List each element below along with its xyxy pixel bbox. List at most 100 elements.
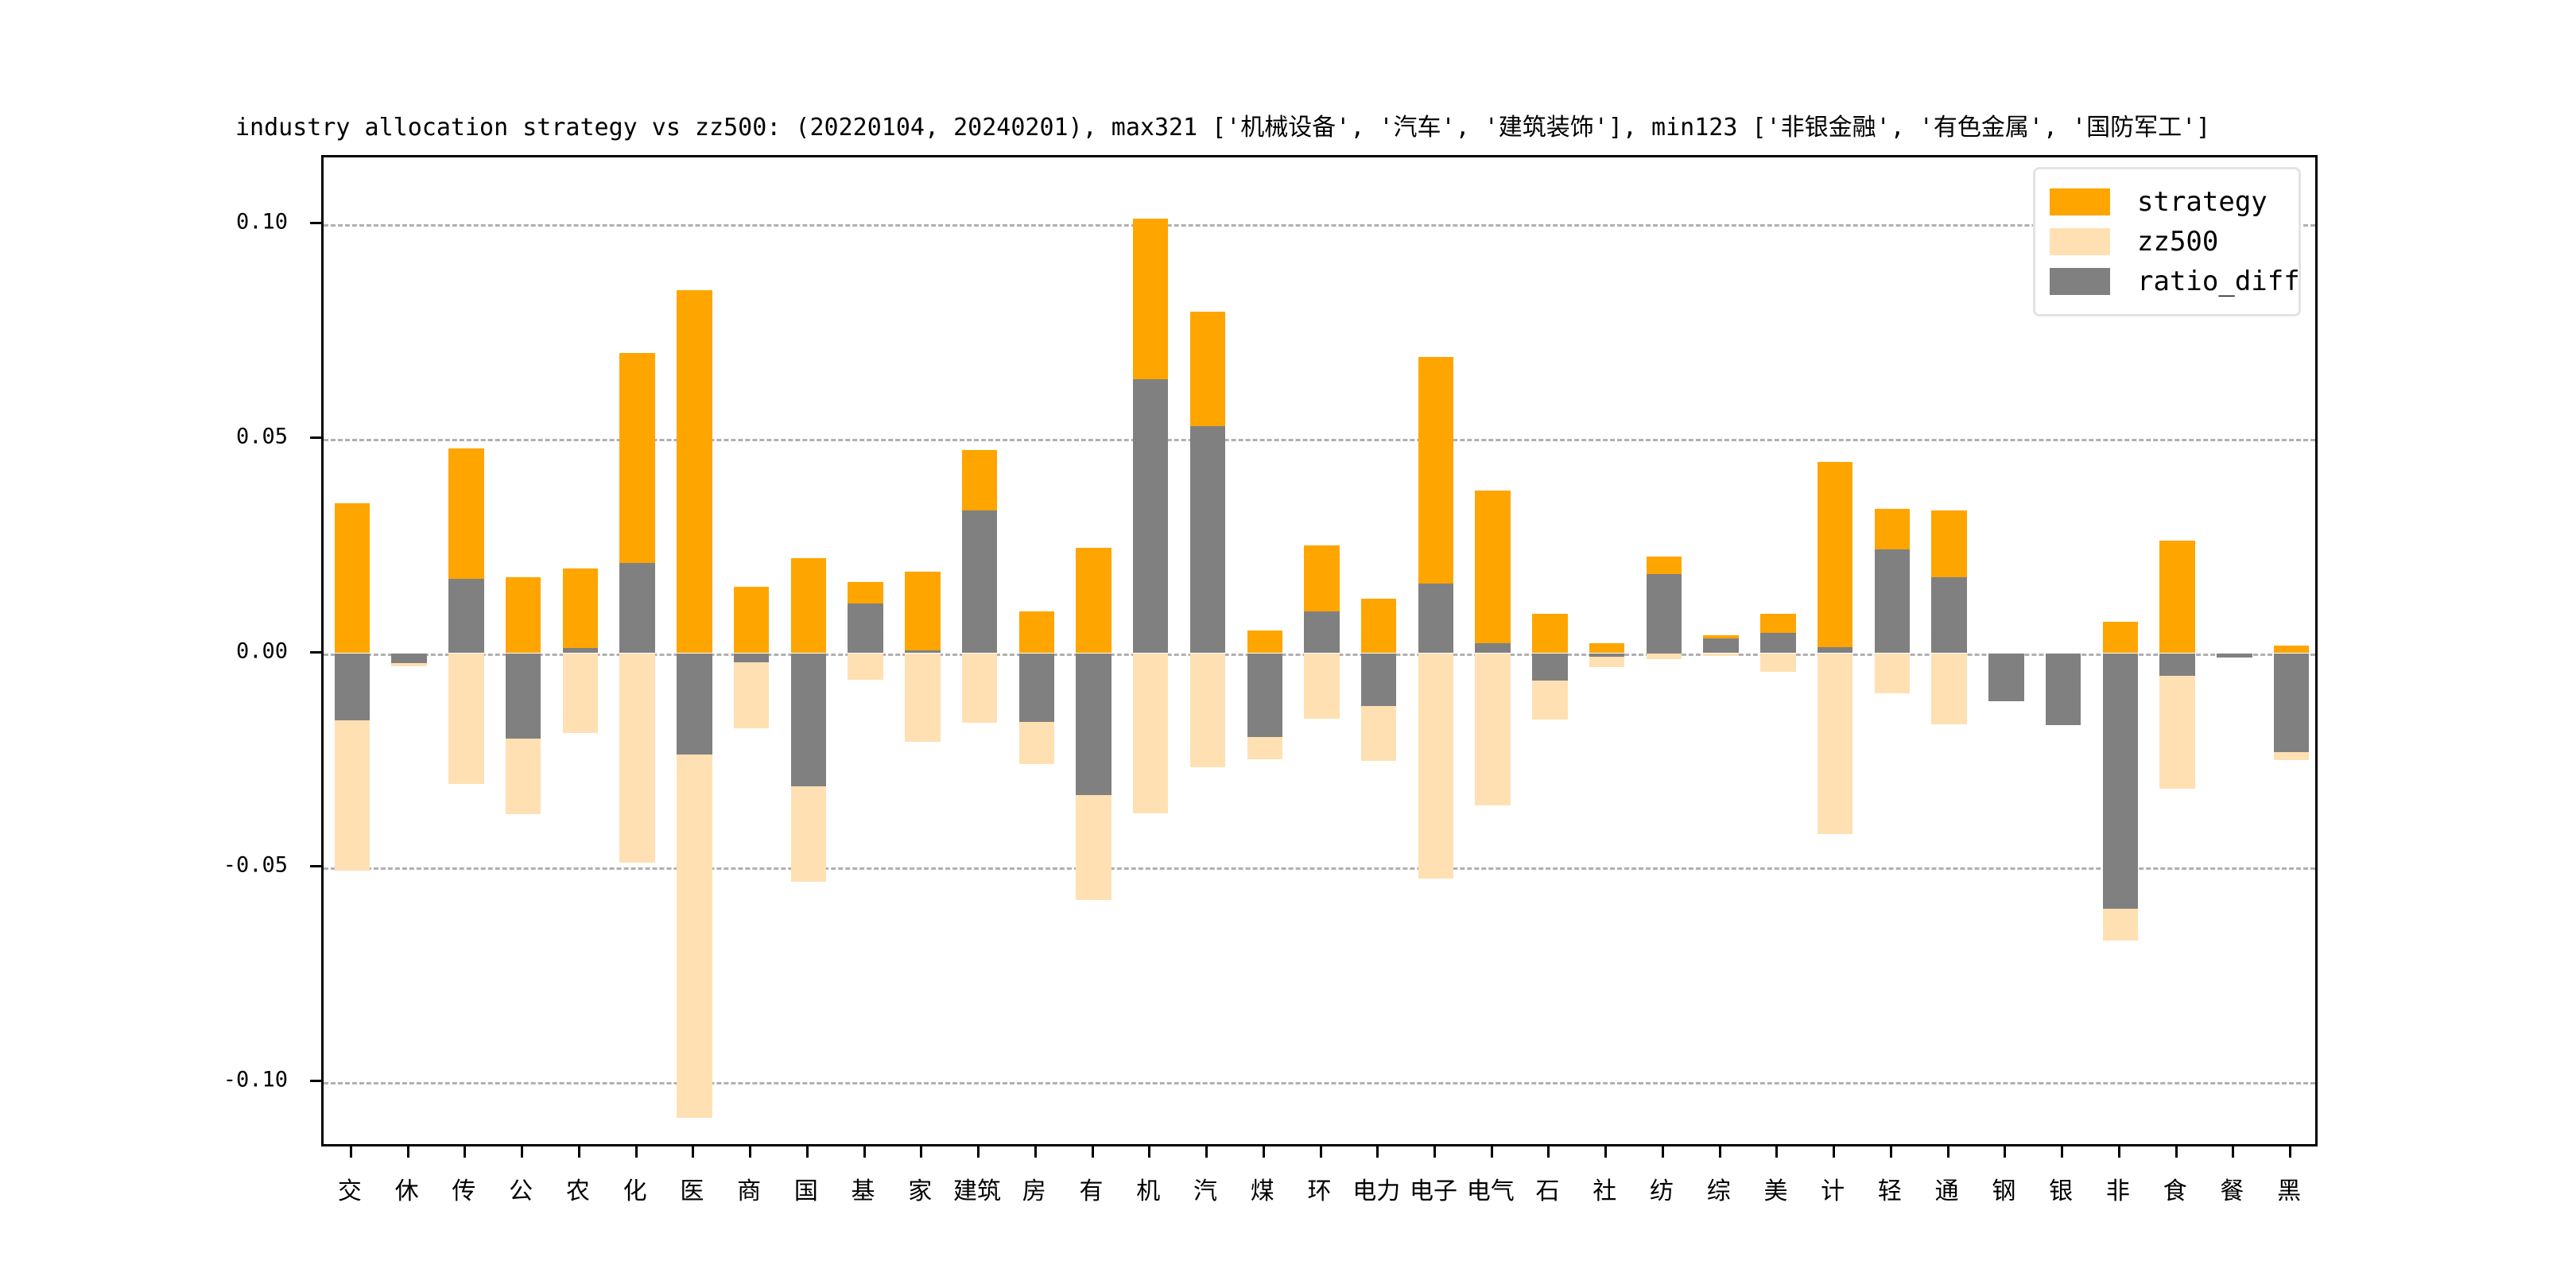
x-tick-mark bbox=[1319, 1146, 1322, 1158]
bar-ratio-diff bbox=[1475, 642, 1511, 654]
x-tick-label: 电气 bbox=[1466, 1177, 1515, 1205]
chart-legend: strategy zz500 ratio_diff bbox=[2033, 167, 2301, 316]
bar-ratio-diff bbox=[2159, 653, 2195, 677]
x-tick-label: 轻 bbox=[1877, 1177, 1902, 1205]
bar-ratio-diff bbox=[1931, 577, 1967, 654]
bar-ratio-diff bbox=[1133, 378, 1169, 654]
x-tick-label: 餐 bbox=[2220, 1177, 2244, 1205]
legend-label: strategy bbox=[2137, 186, 2268, 218]
x-tick-label: 非 bbox=[2105, 1177, 2130, 1205]
bar-ratio-diff bbox=[1361, 653, 1397, 707]
x-tick-label: 休 bbox=[394, 1177, 419, 1205]
legend-swatch bbox=[2050, 268, 2110, 295]
bar-ratio-diff bbox=[2102, 653, 2139, 910]
chart-title: industry allocation strategy vs zz500: (… bbox=[235, 114, 2211, 142]
bar-ratio-diff bbox=[1589, 653, 1625, 658]
legend-swatch bbox=[2050, 188, 2110, 215]
x-tick-label: 家 bbox=[908, 1177, 933, 1205]
x-tick-label: 汽 bbox=[1193, 1177, 1217, 1205]
x-tick-label: 综 bbox=[1706, 1177, 1731, 1205]
y-tick-mark bbox=[310, 221, 321, 224]
x-tick-mark bbox=[1205, 1146, 1208, 1158]
bar-ratio-diff bbox=[848, 603, 883, 654]
x-tick-label: 基 bbox=[851, 1177, 875, 1205]
legend-item[interactable]: zz500 bbox=[2050, 222, 2284, 262]
x-tick-mark bbox=[805, 1146, 809, 1158]
bar-ratio-diff bbox=[2045, 653, 2081, 726]
x-tick-mark bbox=[1889, 1146, 1892, 1158]
y-tick-label: -0.05 bbox=[223, 852, 288, 878]
bar-zz500 bbox=[1304, 653, 1340, 720]
x-tick-mark bbox=[2061, 1146, 2064, 1158]
x-tick-label: 纺 bbox=[1649, 1177, 1674, 1205]
legend-item[interactable]: strategy bbox=[2050, 182, 2284, 222]
legend-item[interactable]: ratio_diff bbox=[2050, 262, 2300, 301]
x-tick-label: 食 bbox=[2163, 1177, 2187, 1205]
x-tick-label: 传 bbox=[452, 1177, 476, 1205]
x-tick-mark bbox=[464, 1146, 467, 1158]
plot-inner bbox=[324, 157, 2315, 1144]
x-tick-label: 国 bbox=[793, 1177, 818, 1205]
bar-ratio-diff bbox=[1817, 646, 1853, 654]
x-tick-label: 银 bbox=[2049, 1177, 2074, 1205]
gridline-y bbox=[324, 867, 2315, 871]
x-tick-label: 商 bbox=[737, 1177, 762, 1205]
bar-ratio-diff bbox=[677, 653, 712, 755]
x-tick-mark bbox=[1833, 1146, 1836, 1158]
bar-zz500 bbox=[905, 653, 941, 742]
bar-zz500 bbox=[1646, 653, 1682, 659]
bar-ratio-diff bbox=[1018, 653, 1054, 723]
x-tick-mark bbox=[692, 1146, 695, 1158]
x-tick-mark bbox=[749, 1146, 752, 1158]
y-tick-label: 0.10 bbox=[235, 209, 288, 235]
bar-zz500 bbox=[1931, 653, 1967, 725]
bar-strategy bbox=[2273, 645, 2310, 654]
bar-zz500 bbox=[961, 653, 998, 724]
bar-zz500 bbox=[733, 653, 770, 728]
bar-ratio-diff bbox=[1532, 653, 1568, 681]
bar-strategy bbox=[2159, 541, 2195, 654]
x-tick-mark bbox=[349, 1146, 352, 1158]
bar-ratio-diff bbox=[1304, 611, 1340, 654]
x-tick-label: 煤 bbox=[1250, 1177, 1274, 1205]
bar-strategy bbox=[1361, 598, 1397, 654]
x-tick-label: 环 bbox=[1307, 1177, 1332, 1205]
bar-ratio-diff bbox=[562, 648, 599, 654]
x-tick-label: 有 bbox=[1079, 1177, 1104, 1205]
gridline-y bbox=[324, 223, 2315, 227]
y-tick-mark bbox=[310, 650, 321, 654]
x-tick-label: 社 bbox=[1593, 1177, 1617, 1205]
x-tick-mark bbox=[2174, 1146, 2178, 1158]
x-tick-label: 农 bbox=[565, 1177, 590, 1205]
x-tick-mark bbox=[2289, 1146, 2292, 1158]
bar-zz500 bbox=[1418, 653, 1454, 879]
y-tick-label: 0.05 bbox=[235, 424, 288, 449]
bar-zz500 bbox=[1874, 653, 1911, 694]
x-tick-label: 计 bbox=[1821, 1177, 1845, 1205]
bar-zz500 bbox=[848, 653, 883, 680]
bar-ratio-diff bbox=[391, 653, 427, 663]
bar-ratio-diff bbox=[619, 562, 655, 654]
bar-strategy bbox=[505, 577, 541, 654]
x-tick-mark bbox=[977, 1146, 980, 1158]
legend-label: ratio_diff bbox=[2137, 266, 2300, 297]
x-tick-mark bbox=[1433, 1146, 1436, 1158]
x-tick-mark bbox=[1034, 1146, 1037, 1158]
bar-strategy bbox=[1817, 462, 1853, 654]
bar-strategy bbox=[1018, 611, 1054, 654]
x-tick-label: 医 bbox=[680, 1177, 704, 1205]
bar-ratio-diff bbox=[1874, 549, 1911, 654]
bar-strategy bbox=[905, 571, 941, 654]
bar-strategy bbox=[2102, 622, 2139, 654]
y-tick-mark bbox=[310, 436, 321, 439]
x-tick-mark bbox=[1946, 1146, 1949, 1158]
bar-zz500 bbox=[1817, 653, 1853, 834]
x-tick-label: 交 bbox=[337, 1177, 362, 1205]
x-tick-label: 石 bbox=[1535, 1177, 1560, 1205]
bar-ratio-diff bbox=[1760, 632, 1796, 654]
bar-zz500 bbox=[1760, 653, 1796, 672]
bar-strategy bbox=[1076, 548, 1111, 654]
bar-strategy bbox=[1532, 614, 1568, 654]
x-tick-label: 电力 bbox=[1352, 1177, 1401, 1205]
x-tick-label: 钢 bbox=[1992, 1177, 2016, 1205]
